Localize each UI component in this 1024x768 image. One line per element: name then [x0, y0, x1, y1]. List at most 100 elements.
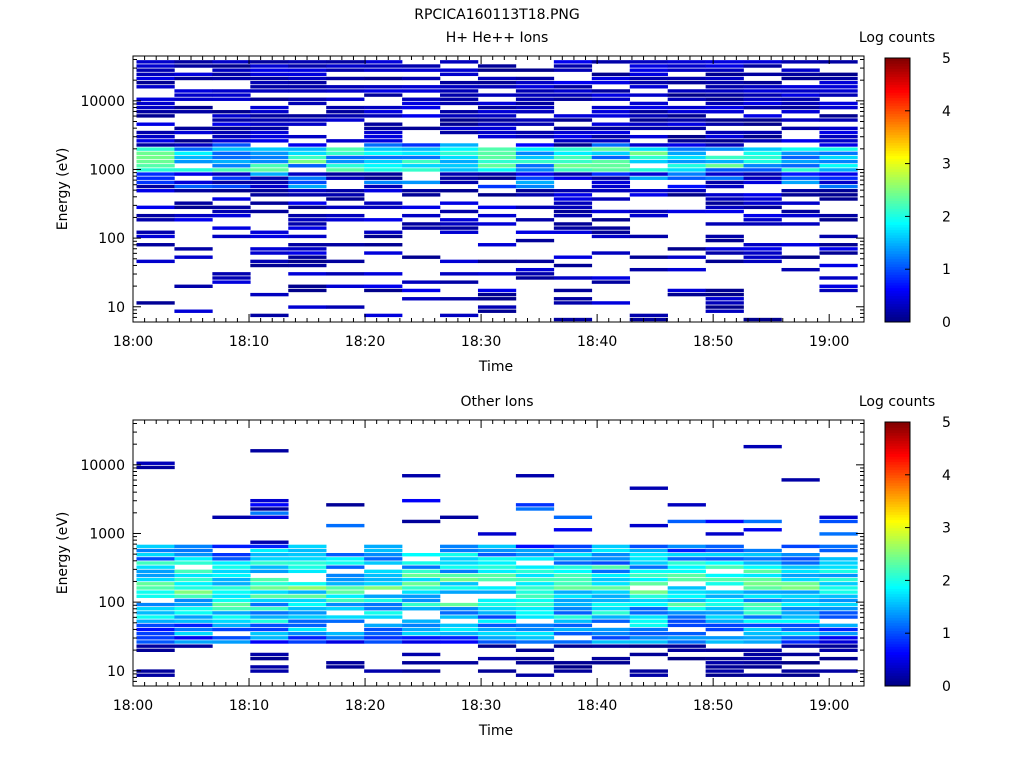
heatmap-cell — [402, 498, 441, 503]
heatmap-cell — [212, 114, 251, 118]
heatmap-cell — [212, 573, 251, 578]
heatmap-cell — [781, 118, 820, 122]
heatmap-cell — [440, 615, 479, 619]
heatmap-cell — [781, 636, 820, 640]
heatmap-cell — [743, 652, 782, 657]
heatmap-cell — [250, 176, 289, 180]
heatmap-cell — [250, 503, 289, 507]
heatmap-cell — [743, 611, 782, 615]
colorbar-segment — [885, 672, 910, 676]
heatmap-cell — [136, 561, 175, 565]
panel-1-frame — [132, 55, 865, 323]
heatmap-cell — [440, 222, 479, 226]
heatmap-cell — [250, 449, 289, 453]
colorbar-2: 0 1 2 3 4 5 — [884, 415, 951, 695]
heatmap-cell — [440, 118, 479, 122]
colorbar-segment — [885, 274, 910, 278]
colorbar-segment — [885, 137, 910, 141]
heatmap-cell — [402, 255, 441, 259]
colorbar-segment — [885, 588, 910, 592]
colorbar-segment — [885, 569, 910, 573]
heatmap-cell — [250, 184, 289, 189]
heatmap-cell — [250, 557, 289, 561]
heatmap-cell — [591, 93, 631, 97]
heatmap-cell — [591, 97, 631, 101]
colorbar-frame — [884, 421, 911, 687]
heatmap-cell — [212, 168, 251, 172]
heatmap-cell — [326, 561, 365, 565]
heatmap-cell — [250, 122, 289, 126]
heatmap-cell — [515, 577, 555, 582]
heatmap-cell — [326, 594, 365, 598]
heatmap-cell — [402, 164, 441, 168]
heatmap-cell — [819, 548, 858, 553]
heatmap-cell — [515, 130, 555, 135]
heatmap-cell — [364, 68, 403, 72]
colorbar-segment — [885, 79, 910, 83]
heatmap-cell — [477, 101, 517, 106]
heatmap-cell — [819, 159, 858, 164]
colorbar-segment — [885, 635, 910, 639]
colorbar-segment — [885, 514, 910, 518]
colorbar-segment — [885, 564, 910, 568]
heatmap-cell — [174, 573, 213, 578]
colorbar-segment — [885, 511, 910, 515]
colorbar-tick-label: 0 — [942, 315, 951, 331]
heatmap-cell — [477, 565, 517, 569]
heatmap-cell — [629, 110, 668, 114]
heatmap-cell — [212, 627, 251, 632]
heatmap-cell — [174, 139, 213, 143]
heatmap-cell — [743, 528, 782, 532]
colorbar-segment — [885, 139, 910, 143]
heatmap-cell — [440, 280, 479, 284]
heatmap-cell — [440, 636, 479, 640]
colorbar-segment — [885, 596, 910, 600]
heatmap-cell — [705, 184, 744, 189]
colorbar-segment — [885, 158, 910, 162]
heatmap-cell — [705, 623, 744, 628]
panel-2-frame — [132, 419, 865, 687]
heatmap-cell — [364, 284, 403, 288]
heatmap-cell — [629, 640, 668, 644]
colorbar-segment — [885, 575, 910, 579]
heatmap-cell — [515, 97, 555, 101]
heatmap-cell — [819, 126, 858, 131]
colorbar-segment — [885, 606, 910, 610]
heatmap-cell — [174, 218, 213, 222]
heatmap-cell — [136, 594, 175, 598]
heatmap-cell — [819, 288, 858, 293]
heatmap-cell — [667, 209, 706, 214]
heatmap-cell — [288, 176, 327, 180]
heatmap-cell — [288, 151, 327, 155]
colorbar-segment — [885, 174, 910, 178]
heatmap-cell — [174, 247, 213, 251]
heatmap-cell — [288, 114, 327, 118]
heatmap-cell — [743, 255, 782, 259]
heatmap-cell — [174, 172, 213, 176]
heatmap-cell — [288, 305, 327, 309]
heatmap-cell — [591, 234, 631, 239]
heatmap-cell — [477, 159, 517, 164]
panel-1-heatmap — [136, 60, 858, 322]
heatmap-cell — [402, 602, 441, 607]
colorbar-segment — [885, 646, 910, 650]
heatmap-cell — [174, 548, 213, 553]
heatmap-cell — [553, 631, 593, 636]
heatmap-cell — [212, 139, 251, 143]
heatmap-cell — [819, 134, 858, 139]
heatmap-cell — [515, 118, 555, 122]
heatmap-cell — [136, 582, 175, 586]
heatmap-cell — [515, 218, 555, 222]
heatmap-cell — [781, 101, 820, 106]
heatmap-cell — [212, 97, 251, 101]
heatmap-cell — [440, 180, 479, 185]
heatmap-cell — [440, 631, 479, 636]
colorbar-segment — [885, 630, 910, 634]
heatmap-cell — [591, 636, 631, 640]
heatmap-cell — [743, 640, 782, 644]
heatmap-cell — [212, 636, 251, 640]
heatmap-cell — [212, 553, 251, 557]
colorbar-segment — [885, 517, 910, 521]
heatmap-cell — [705, 615, 744, 619]
colorbar-segment — [885, 551, 910, 555]
